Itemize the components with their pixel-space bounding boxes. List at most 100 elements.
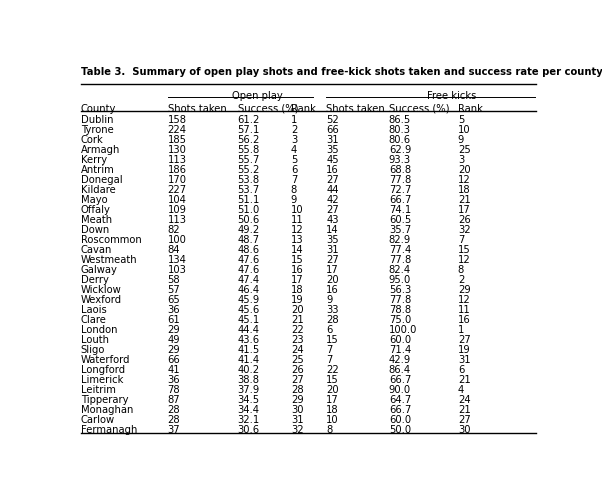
Text: 66.7: 66.7 xyxy=(389,195,411,205)
Text: 49: 49 xyxy=(167,335,180,345)
Text: 25: 25 xyxy=(458,145,471,155)
Text: 16: 16 xyxy=(326,285,339,295)
Text: 49.2: 49.2 xyxy=(238,225,260,235)
Text: 20: 20 xyxy=(326,385,339,395)
Text: 45: 45 xyxy=(326,155,339,165)
Text: 27: 27 xyxy=(458,335,471,345)
Text: 77.4: 77.4 xyxy=(389,245,411,255)
Text: 46.4: 46.4 xyxy=(238,285,259,295)
Text: 28: 28 xyxy=(326,315,339,325)
Text: 44.4: 44.4 xyxy=(238,325,259,335)
Text: 78.8: 78.8 xyxy=(389,305,411,315)
Text: 84: 84 xyxy=(167,245,180,255)
Text: Success (%): Success (%) xyxy=(238,104,298,114)
Text: Clare: Clare xyxy=(81,315,107,325)
Text: 5: 5 xyxy=(458,115,464,125)
Text: 41: 41 xyxy=(167,365,180,375)
Text: 48.7: 48.7 xyxy=(238,235,259,245)
Text: 35.7: 35.7 xyxy=(389,225,411,235)
Text: 64.7: 64.7 xyxy=(389,395,411,405)
Text: 38.8: 38.8 xyxy=(238,375,259,385)
Text: Offaly: Offaly xyxy=(81,205,111,215)
Text: Kerry: Kerry xyxy=(81,155,107,165)
Text: 227: 227 xyxy=(167,185,187,195)
Text: 12: 12 xyxy=(458,255,471,265)
Text: 17: 17 xyxy=(326,265,339,275)
Text: 9: 9 xyxy=(326,295,333,305)
Text: Donegal: Donegal xyxy=(81,175,122,185)
Text: Wexford: Wexford xyxy=(81,295,122,305)
Text: 19: 19 xyxy=(291,295,303,305)
Text: 80.3: 80.3 xyxy=(389,125,411,135)
Text: 18: 18 xyxy=(291,285,303,295)
Text: 12: 12 xyxy=(291,225,303,235)
Text: 19: 19 xyxy=(458,345,471,355)
Text: 130: 130 xyxy=(167,145,187,155)
Text: 10: 10 xyxy=(458,125,470,135)
Text: 27: 27 xyxy=(326,205,339,215)
Text: 185: 185 xyxy=(167,135,187,145)
Text: 6: 6 xyxy=(326,325,333,335)
Text: 66.7: 66.7 xyxy=(389,375,411,385)
Text: 53.8: 53.8 xyxy=(238,175,259,185)
Text: 52: 52 xyxy=(326,115,339,125)
Text: 47.6: 47.6 xyxy=(238,265,260,275)
Text: 58: 58 xyxy=(167,275,180,285)
Text: 28: 28 xyxy=(291,385,303,395)
Text: Westmeath: Westmeath xyxy=(81,255,137,265)
Text: 24: 24 xyxy=(458,395,470,405)
Text: 35: 35 xyxy=(326,145,339,155)
Text: 104: 104 xyxy=(167,195,187,205)
Text: 31: 31 xyxy=(458,355,470,365)
Text: 7: 7 xyxy=(291,175,297,185)
Text: 61.2: 61.2 xyxy=(238,115,260,125)
Text: 20: 20 xyxy=(326,275,339,285)
Text: 45.1: 45.1 xyxy=(238,315,260,325)
Text: 1: 1 xyxy=(291,115,297,125)
Text: 17: 17 xyxy=(458,205,471,215)
Text: 31: 31 xyxy=(291,415,303,425)
Text: 47.4: 47.4 xyxy=(238,275,259,285)
Text: 18: 18 xyxy=(326,405,339,415)
Text: 100: 100 xyxy=(167,235,187,245)
Text: 16: 16 xyxy=(458,315,471,325)
Text: 82.9: 82.9 xyxy=(389,235,411,245)
Text: Waterford: Waterford xyxy=(81,355,131,365)
Text: 37.9: 37.9 xyxy=(238,385,260,395)
Text: 16: 16 xyxy=(291,265,303,275)
Text: Sligo: Sligo xyxy=(81,345,105,355)
Text: Louth: Louth xyxy=(81,335,109,345)
Text: 82: 82 xyxy=(167,225,180,235)
Text: 10: 10 xyxy=(326,415,339,425)
Text: 15: 15 xyxy=(291,255,303,265)
Text: Laois: Laois xyxy=(81,305,107,315)
Text: 20: 20 xyxy=(458,165,470,175)
Text: 43.6: 43.6 xyxy=(238,335,259,345)
Text: 71.4: 71.4 xyxy=(389,345,411,355)
Text: Carlow: Carlow xyxy=(81,415,115,425)
Text: 31: 31 xyxy=(326,245,339,255)
Text: 13: 13 xyxy=(291,235,303,245)
Text: 170: 170 xyxy=(167,175,187,185)
Text: 66: 66 xyxy=(167,355,181,365)
Text: 42: 42 xyxy=(326,195,339,205)
Text: 27: 27 xyxy=(326,175,339,185)
Text: 32: 32 xyxy=(291,425,303,435)
Text: 25: 25 xyxy=(291,355,303,365)
Text: 42.9: 42.9 xyxy=(389,355,411,365)
Text: Rank: Rank xyxy=(458,104,483,114)
Text: 87: 87 xyxy=(167,395,180,405)
Text: Limerick: Limerick xyxy=(81,375,123,385)
Text: 86.5: 86.5 xyxy=(389,115,411,125)
Text: 34.5: 34.5 xyxy=(238,395,259,405)
Text: 72.7: 72.7 xyxy=(389,185,411,195)
Text: 77.8: 77.8 xyxy=(389,255,411,265)
Text: 14: 14 xyxy=(291,245,303,255)
Text: 56.3: 56.3 xyxy=(389,285,411,295)
Text: 78: 78 xyxy=(167,385,180,395)
Text: Derry: Derry xyxy=(81,275,109,285)
Text: 9: 9 xyxy=(458,135,464,145)
Text: 10: 10 xyxy=(291,205,303,215)
Text: 29: 29 xyxy=(291,395,303,405)
Text: 7: 7 xyxy=(458,235,464,245)
